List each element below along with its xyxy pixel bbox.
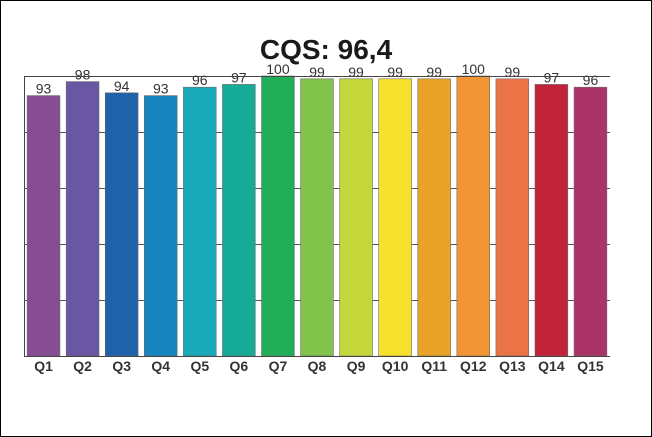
bar-q3 — [104, 92, 139, 357]
data-label: 99 — [387, 64, 403, 80]
data-label: 93 — [36, 81, 52, 97]
x-tick-label: Q5 — [190, 358, 209, 374]
bar-q2 — [65, 81, 100, 357]
data-label: 96 — [583, 72, 599, 88]
data-label: 99 — [505, 64, 521, 80]
bar-q8 — [300, 78, 334, 357]
bar-q7 — [261, 75, 295, 357]
data-label: 93 — [153, 81, 169, 97]
data-label: 96 — [192, 72, 208, 88]
bar-q1 — [26, 95, 61, 357]
bar-q12 — [456, 75, 490, 357]
x-tick-label: Q15 — [577, 358, 604, 374]
bar-q9 — [339, 78, 373, 357]
data-label: 99 — [348, 64, 364, 80]
data-label: 94 — [114, 78, 130, 94]
x-tick-label: Q8 — [308, 358, 327, 374]
data-label: 100 — [266, 61, 290, 77]
x-tick-label: Q7 — [269, 358, 288, 374]
bar-q11 — [417, 78, 451, 357]
data-label: 97 — [231, 69, 247, 85]
x-tick-label: Q10 — [382, 358, 409, 374]
data-label: 97 — [544, 69, 560, 85]
x-tick-label: Q6 — [230, 358, 249, 374]
x-tick-label: Q9 — [347, 358, 366, 374]
bar-q10 — [378, 78, 412, 357]
x-tick-label: Q13 — [499, 358, 526, 374]
bar-q14 — [534, 84, 569, 357]
x-tick-label: Q11 — [421, 358, 447, 374]
data-label: 98 — [75, 67, 91, 83]
x-tick-label: Q14 — [538, 358, 565, 374]
x-tick-label: Q2 — [73, 358, 92, 374]
x-tick-label: Q3 — [112, 358, 131, 374]
chart-title: CQS: 96,4 — [259, 34, 393, 65]
bar-q13 — [495, 78, 530, 357]
bar-q6 — [222, 84, 256, 357]
bar-q5 — [183, 86, 217, 357]
x-tick-label: Q4 — [151, 358, 170, 374]
data-label: 100 — [462, 61, 486, 77]
data-label: 99 — [426, 64, 442, 80]
data-label: 99 — [309, 64, 325, 80]
bar-q4 — [144, 95, 178, 357]
x-tick-label: Q12 — [460, 358, 487, 374]
x-tick-label: Q1 — [34, 358, 53, 374]
bar-q15 — [573, 86, 608, 357]
